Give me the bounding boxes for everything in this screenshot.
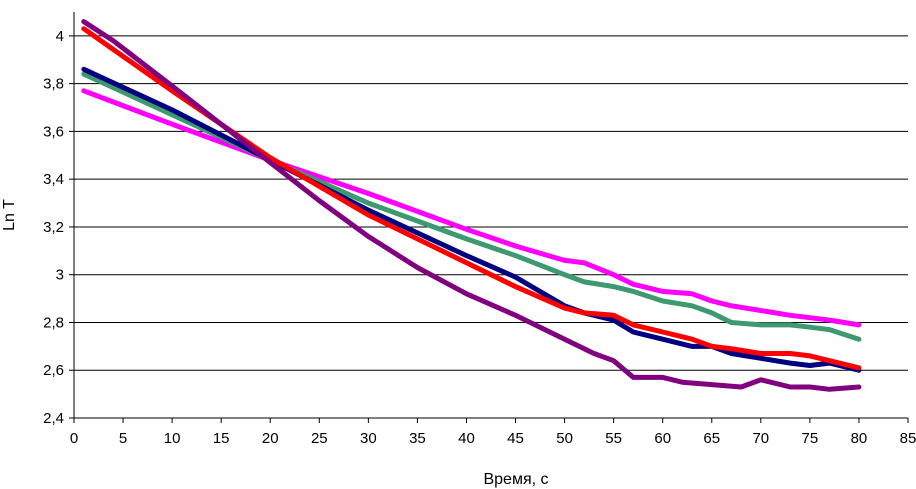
y-tick-label: 3 <box>56 267 64 284</box>
y-axis-title: Ln T <box>1 199 18 231</box>
grid-lines <box>74 35 908 371</box>
x-tick-label: 10 <box>164 430 181 447</box>
y-tick-label: 3,6 <box>43 123 64 140</box>
x-tick-label: 60 <box>654 430 671 447</box>
x-tick-label: 5 <box>119 430 127 447</box>
series-line-5 <box>81 19 862 392</box>
x-tick-label: 70 <box>752 430 769 447</box>
y-tick-label: 3,4 <box>43 171 64 188</box>
x-tick-label: 30 <box>360 430 377 447</box>
y-tick-label: 4 <box>56 28 64 45</box>
series-line-2 <box>81 71 862 342</box>
y-tick-label: 2,8 <box>43 314 64 331</box>
series-lines <box>81 19 862 392</box>
x-tick-label: 75 <box>802 430 819 447</box>
tick-labels: 0 5 10 15 20 25 30 35 40 45 50 55 60 65 70 75 80 85 2,4 2,6… <box>43 28 916 447</box>
x-tick-label: 85 <box>900 430 916 447</box>
x-tick-label: 35 <box>409 430 426 447</box>
x-tick-label: 15 <box>213 430 230 447</box>
x-tick-label: 80 <box>851 430 868 447</box>
x-tick-label: 25 <box>311 430 328 447</box>
y-tick-label: 2,6 <box>43 362 64 379</box>
series-line-4 <box>81 26 862 371</box>
x-tick-label: 45 <box>507 430 524 447</box>
axes <box>69 12 909 423</box>
x-tick-label: 0 <box>70 430 78 447</box>
y-tick-label: 2,4 <box>43 410 64 427</box>
series-line-3 <box>81 66 862 373</box>
x-axis-title: Время, с <box>483 471 548 488</box>
x-tick-label: 20 <box>262 430 279 447</box>
y-tick-label: 3,8 <box>43 76 64 93</box>
x-tick-label: 55 <box>605 430 622 447</box>
x-tick-label: 50 <box>556 430 573 447</box>
y-tick-label: 3,2 <box>43 219 64 236</box>
x-tick-label: 40 <box>458 430 475 447</box>
x-tick-label: 65 <box>703 430 720 447</box>
series-line-1 <box>81 88 862 328</box>
